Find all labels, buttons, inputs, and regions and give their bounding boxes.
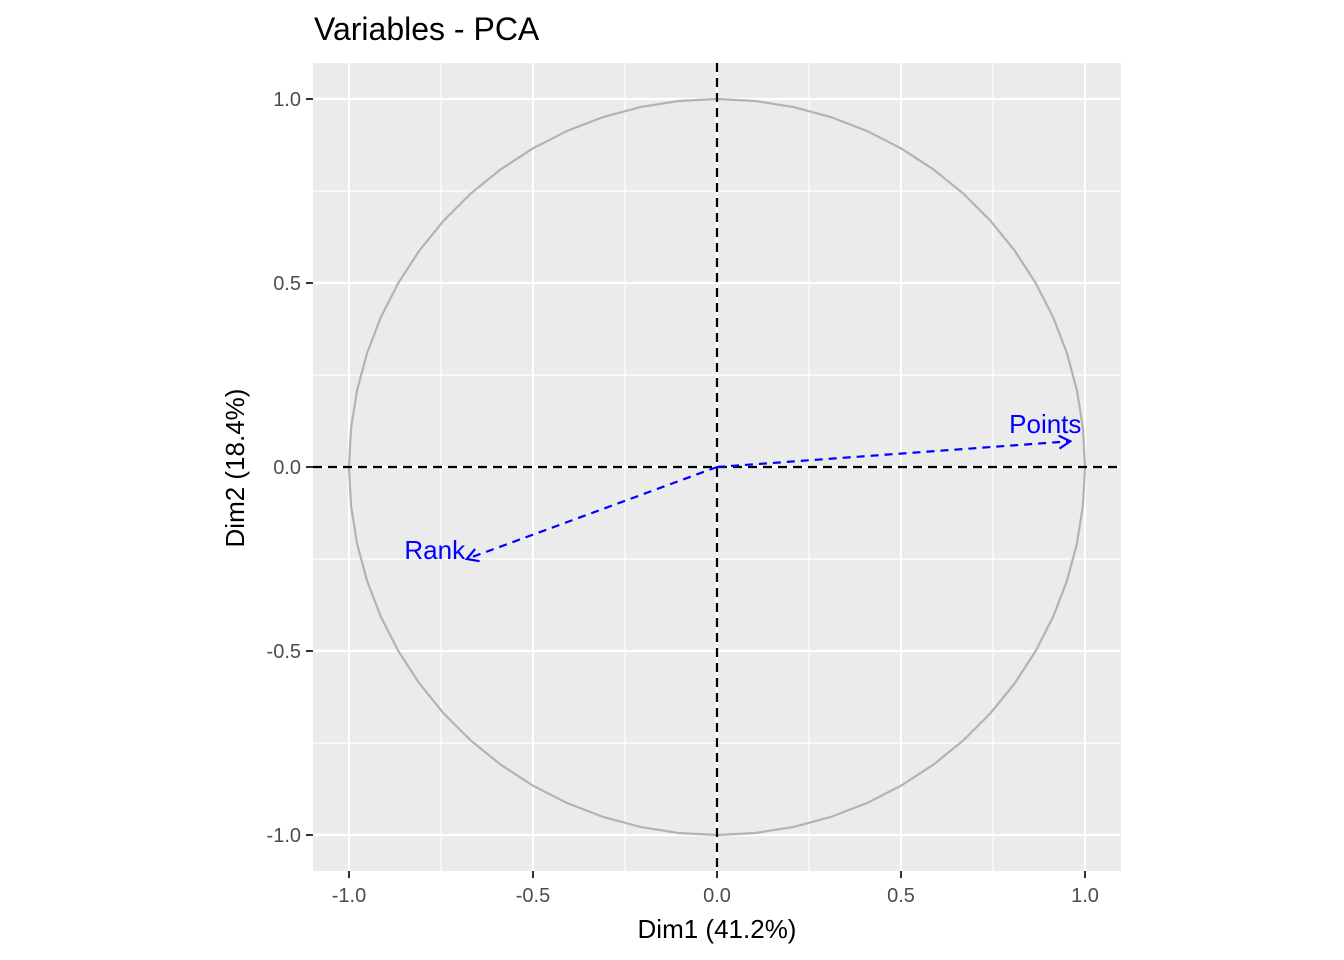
x-tick-label: 1.0	[1071, 885, 1099, 907]
x-axis-title: Dim1 (41.2%)	[638, 914, 797, 944]
x-tick-label: 0.5	[887, 885, 915, 907]
arrowhead-rank	[464, 548, 480, 563]
x-axis-ticks: -1.0 -0.5 0.0 0.5 1.0	[332, 871, 1099, 907]
y-tick-label: -0.5	[267, 641, 301, 663]
arrow-rank	[466, 465, 718, 561]
y-tick-label: 1.0	[273, 89, 301, 111]
y-tick-label: 0.5	[273, 273, 301, 295]
x-tick-label: -1.0	[332, 885, 366, 907]
arrowhead-points	[1058, 434, 1073, 450]
label-rank: Rank	[404, 535, 466, 565]
variable-labels: Points Rank	[404, 409, 1081, 565]
x-tick-label: 0.0	[703, 885, 731, 907]
y-axis-ticks: -1.0 -0.5 0.0 0.5 1.0	[267, 89, 313, 847]
y-tick-label: -1.0	[267, 825, 301, 847]
label-points: Points	[1009, 409, 1081, 439]
y-axis-title: Dim2 (18.4%)	[220, 389, 250, 548]
arrow-points	[716, 440, 1071, 469]
variable-arrows	[464, 434, 1073, 563]
x-tick-label: -0.5	[516, 885, 550, 907]
y-tick-label: 0.0	[273, 457, 301, 479]
chart-title: Variables - PCA	[314, 11, 540, 47]
